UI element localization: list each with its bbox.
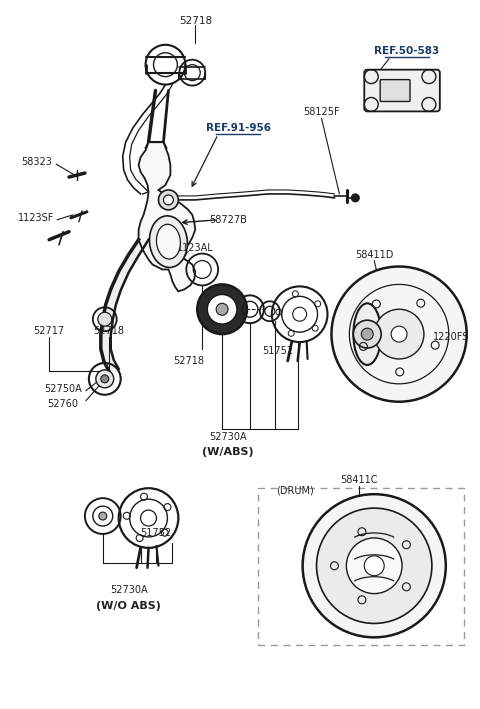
Text: 52730A: 52730A — [209, 432, 247, 442]
FancyBboxPatch shape — [380, 79, 410, 101]
Circle shape — [353, 320, 381, 348]
Circle shape — [364, 556, 384, 576]
Text: 58125F: 58125F — [303, 107, 340, 118]
Text: 1123SF: 1123SF — [18, 213, 54, 223]
FancyBboxPatch shape — [364, 69, 440, 111]
Text: (W/O ABS): (W/O ABS) — [96, 601, 161, 610]
Circle shape — [207, 294, 237, 324]
Text: 52717: 52717 — [34, 326, 65, 336]
Circle shape — [347, 538, 402, 593]
Text: 58411C: 58411C — [340, 475, 378, 485]
Text: (DRUM): (DRUM) — [276, 485, 313, 495]
Text: 52730A: 52730A — [110, 585, 147, 595]
Circle shape — [216, 303, 228, 316]
Text: (W/ABS): (W/ABS) — [202, 447, 254, 457]
Text: 1123AL: 1123AL — [177, 242, 214, 252]
Text: 51752: 51752 — [140, 528, 171, 538]
Circle shape — [391, 326, 407, 342]
Circle shape — [96, 370, 114, 388]
Polygon shape — [139, 143, 195, 291]
Circle shape — [316, 508, 432, 623]
Ellipse shape — [353, 303, 381, 365]
Text: 52750A: 52750A — [44, 384, 82, 393]
Text: 52718: 52718 — [93, 326, 124, 336]
Text: 52760: 52760 — [48, 398, 79, 408]
Text: 1220FS: 1220FS — [432, 332, 469, 342]
Ellipse shape — [156, 224, 180, 259]
Text: REF.50-583: REF.50-583 — [374, 46, 440, 56]
Circle shape — [361, 328, 373, 340]
Circle shape — [332, 267, 467, 402]
Circle shape — [101, 375, 109, 383]
Text: REF.91-956: REF.91-956 — [205, 123, 271, 133]
Text: 58411D: 58411D — [355, 250, 394, 259]
Circle shape — [197, 284, 247, 334]
Circle shape — [374, 309, 424, 359]
Circle shape — [302, 494, 446, 637]
Circle shape — [164, 195, 173, 205]
Ellipse shape — [149, 216, 187, 267]
Text: 58323: 58323 — [21, 157, 52, 167]
Text: 52718: 52718 — [173, 356, 204, 366]
Circle shape — [158, 190, 179, 210]
Circle shape — [98, 312, 112, 326]
Circle shape — [351, 194, 360, 202]
Text: 51752: 51752 — [262, 346, 293, 356]
Text: 52718: 52718 — [179, 16, 212, 26]
Circle shape — [99, 512, 107, 520]
Text: 58727B: 58727B — [209, 215, 247, 225]
